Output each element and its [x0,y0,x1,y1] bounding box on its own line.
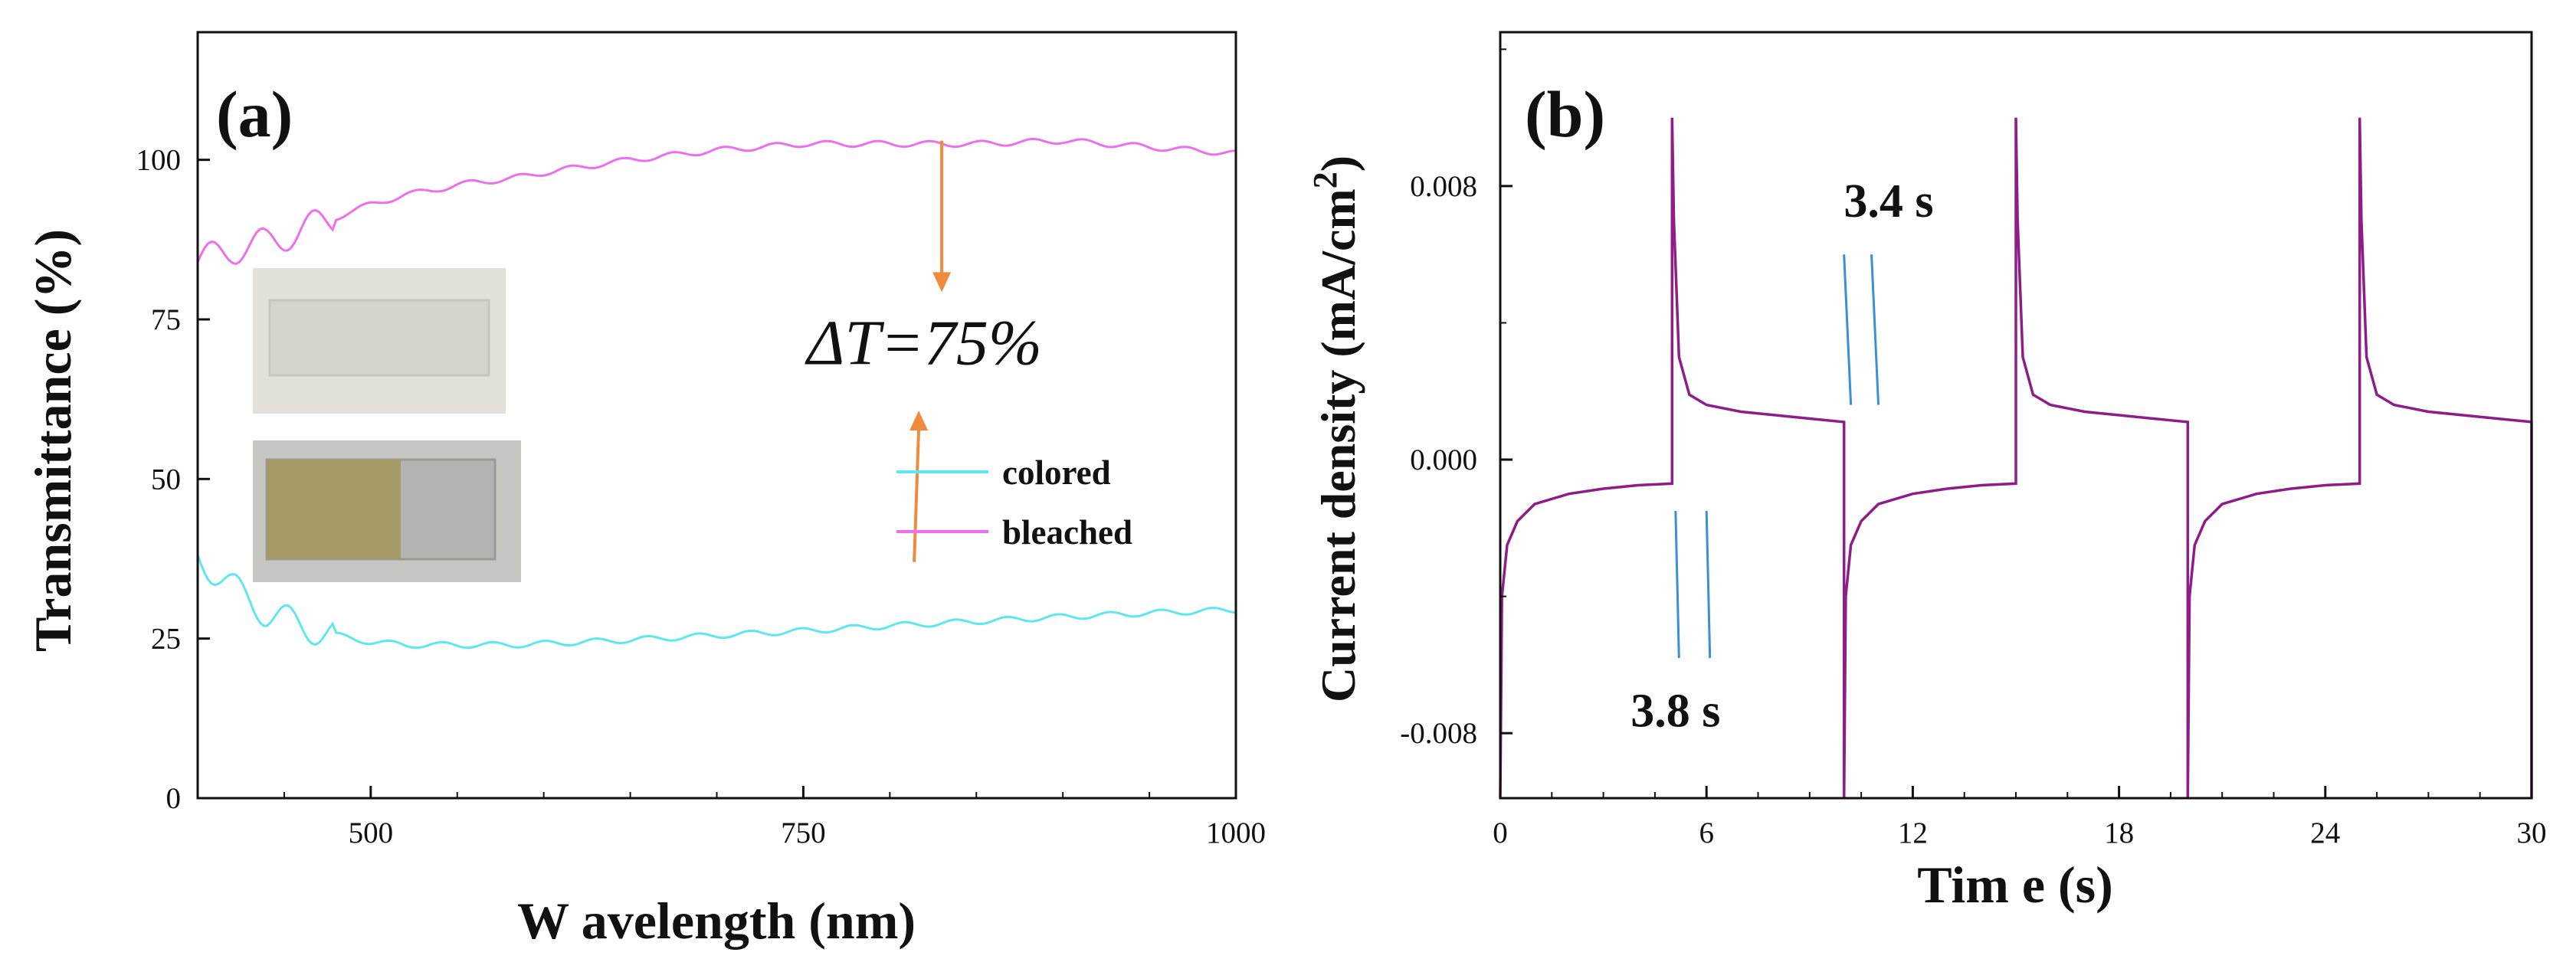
a-axis-ticks: 500 750 1000 0 25 50 75 100 [136,144,1267,849]
panel-label-b: (b) [1525,77,1605,151]
annotation-3-4-s: 3.4 s [1844,175,1933,227]
b-x-tick-label: 0 [1493,817,1508,849]
panel-b: 3.4 s 3.8 s 0 6 12 18 24 30 -0.008 0.000 0.008 (… [1306,31,2547,914]
a-y-tick-label: 0 [166,782,182,815]
a-y-tick-label: 75 [151,303,181,336]
series-current-density [1499,117,2533,799]
legend-colored-label: colored [1002,453,1111,492]
b-x-tick-label: 24 [2310,817,2340,849]
bleached-film-photo-glass [268,299,490,377]
b-y-axis-title: Current density (mA/cm2) [1306,155,1366,702]
inset-photos [253,268,521,582]
down-arrow-head [932,272,952,293]
b-x-axis-title: Tim e (s) [1917,856,2113,914]
b-y-tick-label: 0.008 [1410,170,1477,203]
a-x-axis-title: W avelength (nm) [517,892,916,950]
panel-a: ΔT=75% colored bleached 500 750 1000 0 25 50 7… [24,31,1267,950]
a-y-axis-title: Transmittance (%) [24,229,82,652]
series-colored [196,554,1237,650]
a-plot-frame [196,31,1237,800]
time-marker-line [1843,254,1853,405]
annotation-3-8-s: 3.8 s [1630,685,1720,737]
a-y-tick-label: 25 [151,623,181,656]
b-x-tick-label: 18 [2104,817,2134,849]
b-y-tick-label: -0.008 [1400,717,1477,750]
delta-t-annotation: ΔT=75% [805,307,1042,378]
a-y-tick-label: 50 [151,463,181,496]
b-x-tick-label: 12 [1898,817,1928,849]
b-y-axis-title-sup: 2 [1306,172,1344,188]
legend: colored bleached [896,453,1132,552]
time-marker-line [1674,510,1680,658]
a-series-group [196,137,1237,650]
colored-film-coating [267,460,401,559]
time-marker-line [1870,254,1880,405]
a-x-tick-label: 750 [781,817,826,849]
time-marker-line [1705,510,1712,658]
up-arrow [913,428,921,562]
series-bleached [196,137,1237,266]
delta-arrows [909,140,952,562]
b-y-tick-label: 0.000 [1410,443,1477,476]
panel-label-a: (a) [216,77,293,151]
b-x-tick-label: 6 [1699,817,1714,849]
b-y-axis-title-close: ) [1311,155,1365,172]
a-x-tick-label: 500 [349,817,394,849]
b-axis-ticks: 0 6 12 18 24 30 -0.008 0.000 0.008 [1400,48,2547,849]
b-series-group [1499,117,2533,799]
b-x-tick-label: 30 [2517,817,2547,849]
a-x-tick-label: 1000 [1206,817,1266,849]
up-arrow-head [909,411,929,430]
b-y-axis-title-main: Current density (mA/cm [1311,188,1365,702]
legend-bleached-label: bleached [1002,513,1132,552]
a-y-tick-label: 100 [136,144,182,177]
b-time-markers [1674,254,1880,658]
